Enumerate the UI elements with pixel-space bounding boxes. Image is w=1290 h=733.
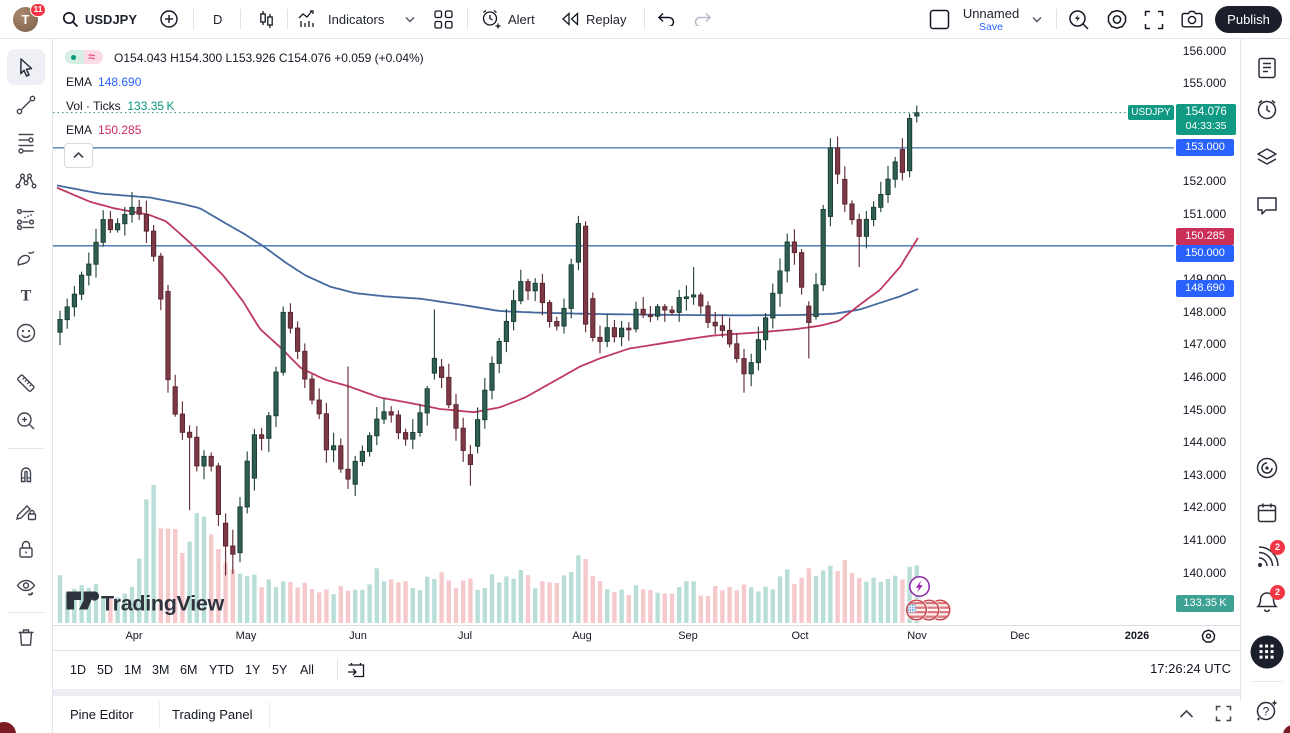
svg-text:TradingView: TradingView [101, 592, 225, 616]
svg-text:T: T [21, 288, 32, 305]
svg-text:?: ? [1263, 705, 1270, 719]
